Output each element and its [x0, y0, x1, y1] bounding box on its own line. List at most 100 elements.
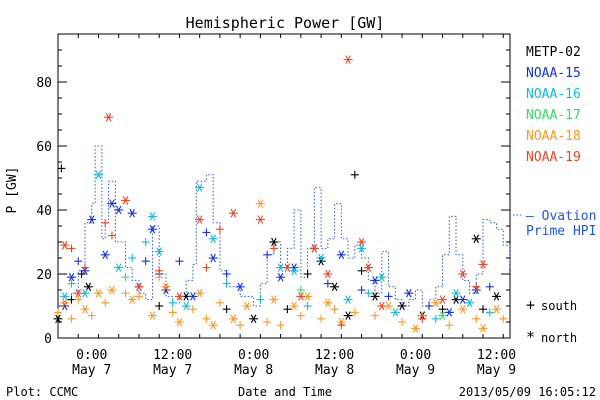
marker-legend-south: south: [541, 299, 577, 313]
south-point: [215, 225, 224, 234]
legend-entry-noaa-15: NOAA-15: [526, 66, 581, 81]
north-point: [53, 314, 63, 324]
south-point: [80, 263, 89, 272]
south-point: [202, 263, 211, 272]
north-point: [465, 298, 475, 308]
plot-frame: [57, 33, 511, 339]
north-point: [492, 304, 502, 314]
north-point: [343, 295, 353, 304]
north-point: [289, 266, 299, 276]
data-points: [53, 55, 508, 333]
series-noaa-15: [60, 199, 494, 317]
legend-ovation-line1: — Ovation: [526, 209, 596, 224]
north-point: [269, 295, 279, 304]
x-tick-label: 12:00: [153, 348, 192, 363]
north-point: [60, 298, 70, 308]
south-point: [317, 314, 326, 323]
north-point: [438, 311, 448, 320]
north-point: [174, 317, 184, 327]
north-point: [107, 199, 117, 208]
south-point: [67, 279, 76, 288]
north-point: [147, 212, 157, 221]
north-point: [390, 308, 400, 317]
north-point: [377, 301, 387, 311]
south-point: [74, 257, 83, 266]
legend-entry-noaa-16: NOAA-16: [526, 87, 581, 102]
south-point: [357, 266, 366, 275]
north-point: [370, 276, 380, 285]
north-point: [309, 244, 319, 253]
north-point: [404, 288, 414, 298]
south-point: [263, 250, 272, 259]
south-point: [371, 311, 380, 320]
legend-entry-noaa-19: NOAA-19: [526, 150, 581, 165]
north-point: [66, 272, 76, 282]
south-point: [175, 257, 184, 266]
north-point: [289, 301, 299, 311]
south-point: [222, 305, 231, 314]
south-point: [303, 302, 312, 310]
north-point: [397, 301, 407, 311]
south-point: [134, 292, 143, 301]
y-tick-label: 0: [44, 332, 52, 347]
y-tick-label: 40: [36, 204, 52, 219]
series-noaa-17: [121, 273, 448, 320]
north-point: [104, 112, 114, 122]
south-point: [141, 238, 150, 246]
north-point: [80, 304, 90, 314]
south-point: [155, 266, 164, 275]
north-point: [87, 215, 97, 224]
north-point: [336, 250, 346, 260]
legend-entry-noaa-18: NOAA-18: [526, 129, 581, 144]
south-point: [54, 308, 62, 317]
south-point: [350, 308, 359, 317]
north-point: [195, 183, 205, 192]
south-point: [188, 305, 197, 314]
north-point: [343, 55, 353, 64]
north-point: [363, 263, 373, 272]
south-point: [364, 289, 373, 298]
north-point: [343, 311, 353, 320]
north-point: [370, 292, 380, 301]
north-point: [93, 288, 103, 298]
south-point: [296, 286, 305, 294]
x-tick-label: 12:00: [315, 348, 354, 363]
south-point: [296, 311, 305, 320]
x-tick-label: 0:00: [238, 348, 269, 363]
south-point: [337, 321, 346, 330]
south-point: [283, 305, 292, 314]
south-point: [425, 302, 434, 310]
south-point: [269, 244, 278, 253]
south-point: [418, 314, 427, 323]
series-noaa-19: [60, 55, 488, 330]
south-point: [445, 321, 454, 330]
south-point: [323, 279, 332, 288]
south-point: [57, 164, 66, 173]
north-point: [195, 288, 205, 298]
chart-title: Hemispheric Power [GW]: [186, 14, 385, 32]
legend: METP-02 NOAA-15 NOAA-16 NOAA-17 NOAA-18 NOAA-…: [513, 45, 596, 346]
footer-timestamp: 2013/05/09 16:05:12: [459, 385, 596, 399]
south-point: [155, 302, 164, 310]
legend-entry-noaa-17: NOAA-17: [526, 108, 581, 123]
north-point: [208, 253, 218, 263]
south-point: [472, 314, 481, 323]
south-point: [472, 282, 481, 291]
north-point: [174, 292, 184, 301]
north-point: [161, 282, 171, 292]
north-point: [276, 272, 286, 282]
north-point: [147, 224, 157, 234]
south-point: [67, 295, 76, 304]
south-point: [202, 314, 211, 323]
north-point: [444, 308, 454, 317]
north-point: [114, 263, 124, 272]
x-tick-date-label: May 8: [234, 363, 273, 378]
y-tick-label: 20: [36, 268, 52, 283]
legend-ovation-line2: Prime HPI: [526, 224, 596, 239]
south-point: [256, 295, 265, 304]
north-point: [478, 324, 488, 333]
north-point: [228, 314, 238, 324]
north-point: [458, 304, 468, 314]
south-point: [263, 318, 272, 326]
